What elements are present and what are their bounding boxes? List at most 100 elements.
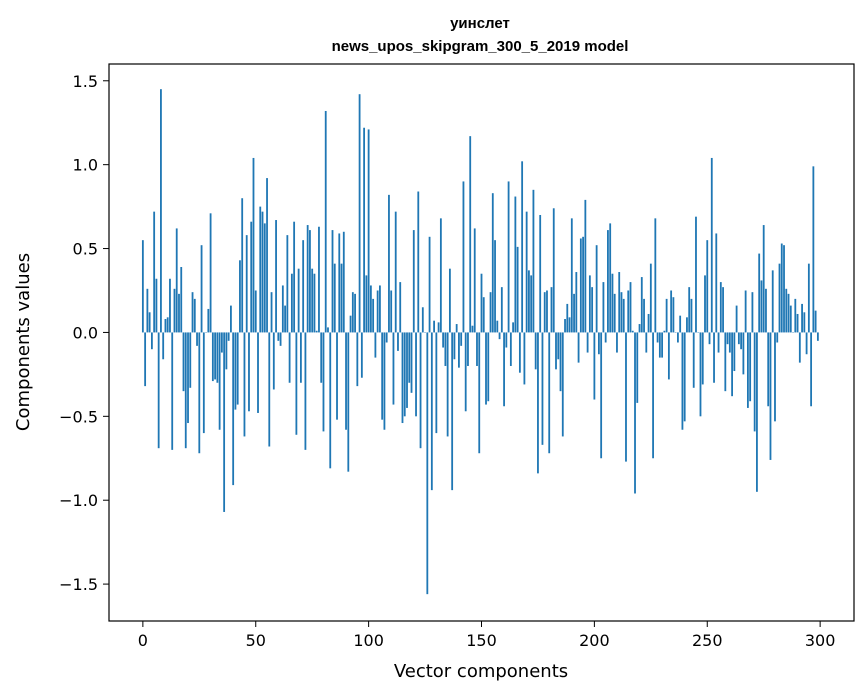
x-ticks: 0 50 100 150 200 250 300 — [138, 621, 836, 650]
chart-title-line2: news_upos_skipgram_300_5_2019 model — [332, 38, 629, 55]
bar — [239, 260, 241, 333]
bar — [372, 298, 375, 333]
bar — [385, 332, 388, 343]
bar — [252, 157, 255, 333]
x-tick-label: 200 — [579, 631, 610, 650]
bar — [735, 305, 738, 333]
bar — [667, 332, 670, 380]
bar — [512, 322, 515, 333]
bar — [645, 332, 648, 353]
bar — [663, 330, 666, 333]
bar — [600, 332, 603, 459]
y-axis-label: Components values — [13, 253, 34, 431]
bar — [175, 228, 178, 333]
bar — [812, 166, 815, 333]
bar — [401, 332, 404, 424]
bar — [153, 211, 156, 333]
bar — [728, 332, 731, 353]
bar — [537, 332, 539, 474]
bar — [281, 285, 284, 333]
y-tick-label: −1.0 — [59, 491, 98, 510]
bar — [214, 332, 217, 380]
bar — [415, 332, 417, 417]
bar — [640, 277, 643, 333]
bar — [814, 310, 817, 333]
bar — [376, 290, 379, 333]
bar — [771, 270, 774, 333]
bar — [570, 218, 573, 333]
bar — [392, 332, 395, 405]
bar — [631, 330, 634, 333]
bar — [746, 332, 749, 408]
bar — [467, 332, 469, 366]
bar — [798, 332, 801, 363]
bar — [534, 332, 537, 370]
bar — [480, 273, 483, 333]
bar — [435, 332, 438, 434]
bar — [437, 322, 440, 333]
bar — [568, 317, 571, 333]
bar — [444, 332, 447, 366]
bar — [399, 282, 402, 333]
bar — [462, 181, 465, 333]
bar — [207, 308, 210, 333]
bar — [652, 332, 654, 459]
x-tick-label: 250 — [692, 631, 723, 650]
bar — [620, 292, 623, 333]
bar — [446, 332, 449, 437]
bar — [582, 236, 584, 333]
bar — [661, 332, 664, 358]
bar — [654, 218, 657, 333]
bar — [196, 332, 198, 346]
bar — [724, 332, 727, 392]
x-axis-label: Vector components — [394, 661, 568, 682]
bar — [254, 290, 257, 333]
bar — [681, 332, 684, 430]
bar — [704, 275, 706, 333]
bar — [805, 332, 808, 355]
bar — [388, 194, 390, 333]
bar — [374, 332, 377, 358]
bar — [216, 332, 219, 383]
bar — [433, 320, 435, 333]
bar — [406, 332, 408, 408]
bar — [622, 298, 625, 333]
bar — [322, 332, 325, 432]
bar — [690, 298, 693, 333]
bar — [189, 332, 192, 388]
bar — [157, 332, 160, 449]
bar — [469, 136, 472, 333]
bar — [810, 332, 813, 407]
bar — [324, 110, 327, 333]
bar — [275, 220, 277, 333]
bar — [613, 293, 616, 333]
bar — [338, 233, 341, 333]
bar — [487, 332, 490, 402]
bar — [546, 290, 548, 333]
bar — [173, 288, 176, 333]
y-tick-label: −1.5 — [59, 575, 98, 594]
bar — [586, 332, 589, 353]
bar — [494, 240, 496, 333]
bar — [225, 332, 228, 370]
bar — [243, 332, 246, 437]
bar — [491, 193, 494, 333]
bar — [584, 199, 587, 333]
bar — [530, 275, 533, 333]
bar — [266, 178, 268, 333]
bar — [543, 292, 546, 333]
bar — [455, 324, 458, 333]
bar — [327, 327, 329, 333]
bar — [753, 332, 756, 432]
bar — [742, 332, 745, 375]
bar — [665, 298, 668, 333]
bar — [297, 268, 300, 333]
bar — [421, 307, 424, 333]
bar — [223, 332, 226, 512]
x-tick-label: 300 — [805, 631, 836, 650]
bar — [272, 332, 275, 390]
bar — [552, 208, 555, 333]
bar — [496, 320, 499, 333]
bar — [686, 317, 688, 333]
